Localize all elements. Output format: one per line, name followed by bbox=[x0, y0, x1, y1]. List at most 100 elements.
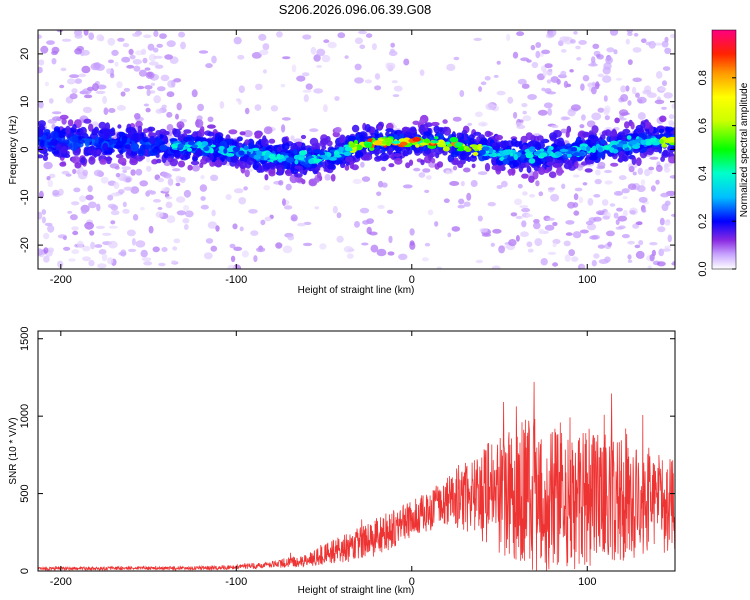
spectrogram-noise-blob bbox=[541, 49, 551, 55]
spectrogram-noise-blob bbox=[38, 35, 43, 39]
spectrogram-noise-blob bbox=[629, 210, 636, 215]
spectrogram-noise-blob bbox=[122, 169, 128, 173]
spectrogram-band-blob bbox=[431, 121, 440, 127]
spectrogram-noise-blob bbox=[597, 161, 606, 169]
spectrogram-band-blob bbox=[552, 163, 561, 168]
spectrogram-noise-blob bbox=[627, 259, 633, 263]
spectrogram-band-blob bbox=[294, 173, 303, 178]
spectrogram-noise-blob bbox=[296, 75, 306, 82]
spectrogram-noise-blob bbox=[463, 201, 471, 207]
spectrogram-noise-blob bbox=[474, 111, 483, 118]
spectrogram-noise-blob bbox=[310, 46, 317, 55]
spectrogram-noise-blob bbox=[107, 203, 117, 209]
spectrogram-noise-blob bbox=[143, 103, 150, 107]
spectrogram-noise-blob bbox=[573, 193, 579, 201]
spectrogram-band-blob bbox=[468, 137, 475, 147]
spectrogram-noise-blob bbox=[660, 192, 670, 198]
spectrogram-band-blob bbox=[387, 149, 393, 155]
spectrogram-noise-blob bbox=[565, 220, 575, 225]
spectrogram-noise-blob bbox=[626, 30, 633, 34]
spectrogram-band-blob bbox=[642, 147, 648, 152]
spectrogram-band-blob bbox=[254, 132, 262, 138]
spectrogram-band-blob bbox=[63, 153, 71, 158]
spectrogram-band-blob bbox=[351, 124, 360, 133]
spectrogram-band-blob bbox=[156, 158, 162, 164]
spectrogram-band-blob bbox=[296, 141, 303, 147]
spectrogram-noise-blob bbox=[559, 36, 570, 42]
spectrogram-ridge-blob bbox=[223, 148, 228, 154]
spectrogram-band-blob bbox=[563, 158, 570, 165]
spectrogram-ridge-blob bbox=[528, 158, 536, 164]
spectrogram-noise-blob bbox=[576, 57, 582, 61]
spectrogram-band-blob bbox=[409, 126, 417, 132]
spectrogram-noise-blob bbox=[595, 81, 600, 90]
spectrogram-noise-blob bbox=[591, 56, 596, 64]
spectrogram-noise-blob bbox=[491, 265, 501, 269]
spectrogram-band-blob bbox=[582, 132, 589, 138]
spectrogram-band-blob bbox=[153, 137, 163, 146]
spectrogram-noise-blob bbox=[122, 43, 130, 48]
spectrogram-noise-blob bbox=[128, 48, 134, 56]
spectrogram-noise-blob bbox=[57, 260, 64, 268]
spectrogram-noise-blob bbox=[635, 250, 645, 259]
spectrogram-noise-blob bbox=[103, 107, 109, 115]
spectrogram-band-blob bbox=[563, 163, 572, 170]
spectrogram-band-blob bbox=[450, 151, 459, 158]
colorbar-tick-label: 0.2 bbox=[697, 214, 709, 229]
spectrogram-ridge-blob bbox=[597, 146, 603, 153]
spectrogram-noise-blob bbox=[281, 117, 291, 121]
snr-y-tick-label: 0 bbox=[19, 568, 31, 574]
spectrogram-band-blob bbox=[135, 168, 143, 176]
spectrogram-noise-blob bbox=[530, 44, 536, 51]
spectrogram-noise-blob bbox=[656, 71, 663, 79]
spectrogram-ridge-blob bbox=[454, 142, 464, 147]
snr-marks bbox=[38, 381, 675, 571]
spectrogram-noise-blob bbox=[143, 261, 153, 266]
spectrogram-noise-blob bbox=[477, 215, 483, 222]
spectrogram-band-blob bbox=[209, 160, 216, 167]
spectrogram-noise-blob bbox=[649, 254, 655, 262]
spectrogram-noise-blob bbox=[558, 40, 564, 47]
spectrogram-ridge-blob bbox=[644, 141, 653, 146]
spectrogram-noise-blob bbox=[547, 251, 557, 255]
spectrogram-noise-blob bbox=[155, 211, 164, 218]
spectrogram-noise-blob bbox=[370, 244, 379, 253]
spectrogram-band-blob bbox=[434, 148, 443, 155]
spectrogram-band-blob bbox=[264, 174, 269, 181]
spectrogram-band-blob bbox=[327, 163, 335, 170]
spectrogram-noise-blob bbox=[535, 50, 541, 59]
spectrogram-noise-blob bbox=[166, 91, 175, 98]
spectrogram-noise-blob bbox=[302, 89, 312, 93]
spectrogram-noise-blob bbox=[513, 111, 518, 119]
spectrogram-noise-blob bbox=[627, 240, 635, 245]
spectrogram-noise-blob bbox=[527, 94, 537, 100]
spectrogram-ridge-blob bbox=[573, 152, 581, 157]
spectrogram-noise-blob bbox=[237, 54, 245, 60]
spectrogram-band-blob bbox=[281, 124, 286, 133]
spectrogram-noise-blob bbox=[670, 213, 675, 217]
spectrogram-noise-blob bbox=[492, 228, 502, 234]
spectrogram-noise-blob bbox=[642, 89, 652, 95]
spectrogram-noise-blob bbox=[291, 64, 297, 73]
spectrogram-noise-blob bbox=[264, 216, 272, 222]
spectrogram-noise-blob bbox=[365, 33, 373, 38]
spectrogram-noise-blob bbox=[603, 95, 608, 102]
spectrogram-ridge-blob bbox=[589, 147, 595, 153]
spectrogram-band-blob bbox=[117, 124, 122, 129]
spectrogram-band-blob bbox=[83, 146, 89, 155]
spectrogram-ridge-blob bbox=[612, 149, 619, 154]
spectrogram-band-blob bbox=[456, 132, 463, 138]
spectrogram-noise-blob bbox=[260, 219, 266, 226]
spectrogram-noise-blob bbox=[538, 228, 545, 234]
colorbar-label: Normalized spectral amplitude bbox=[739, 82, 750, 217]
spectrogram-band-blob bbox=[610, 162, 619, 167]
spectrogram-noise-blob bbox=[301, 72, 310, 77]
spectrogram-band-blob bbox=[614, 117, 620, 124]
spectrogram-band-blob bbox=[394, 157, 403, 165]
spectrogram-noise-blob bbox=[609, 203, 616, 207]
spectrogram-noise-blob bbox=[146, 165, 152, 172]
spectrogram-band-blob bbox=[176, 121, 185, 129]
spectrogram-noise-blob bbox=[580, 83, 585, 91]
spectrogram-band-blob bbox=[118, 131, 126, 138]
spectrogram-noise-blob bbox=[121, 166, 132, 171]
